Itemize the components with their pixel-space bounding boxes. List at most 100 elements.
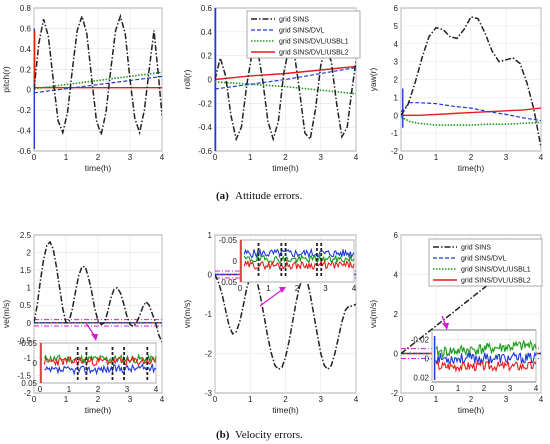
- vn-inset-ytick-label: -0.05: [219, 236, 238, 245]
- ve-inset-series-usbl2: [43, 355, 157, 368]
- pitch-series-sins: [34, 13, 162, 138]
- roll-xtick-label: 0: [213, 153, 218, 162]
- vu-ytick-label: 2: [394, 310, 399, 319]
- yaw-xtick-label: 2: [469, 153, 474, 162]
- caption-b-text: Velocity errors.: [235, 429, 303, 441]
- yaw-xtick-label: 3: [504, 153, 509, 162]
- roll-xtick-label: 4: [354, 153, 359, 162]
- vu-ylabel: vu(m/s): [368, 300, 378, 329]
- ve-ytick-label: 0.5: [20, 301, 32, 310]
- vu-ytick-label: 6: [394, 231, 399, 240]
- ve-xtick-label: 0: [32, 395, 37, 404]
- vu-inset-series-usbl2: [435, 359, 537, 373]
- caption-a-text: Attitude errors.: [235, 190, 302, 202]
- roll-series-sins: [215, 43, 356, 142]
- vu-xlabel: time(h): [458, 405, 485, 415]
- ve-series-sins: [34, 240, 162, 343]
- vn-xtick-label: 4: [354, 395, 359, 404]
- yaw-series-usbl2: [401, 107, 541, 117]
- ve-ytick-label: -2: [24, 389, 32, 398]
- vu-inset-xtick-label: 2: [482, 384, 487, 393]
- pitch-ytick-label: 0: [27, 86, 32, 95]
- vu-xtick-label: 4: [539, 395, 544, 404]
- pitch-ytick-label: -0.4: [17, 127, 31, 136]
- roll-xlabel: time(h): [272, 163, 299, 173]
- vn-inset-xtick-label: 4: [352, 284, 357, 293]
- pitch-xtick-label: 0: [32, 153, 37, 162]
- ve-inset-xtick-label: 4: [154, 385, 159, 394]
- ve-inset-ytick-label: -0.05: [19, 339, 38, 348]
- yaw-series-sins: [401, 16, 541, 148]
- vn-inset-series-usbl1: [243, 253, 355, 265]
- vn-inset-xtick-label: 1: [266, 284, 271, 293]
- vn-ytick-label: 0: [208, 271, 213, 280]
- pitch-series-dvl: [34, 75, 162, 94]
- vn-zoom-arrowhead: [279, 287, 286, 293]
- yaw-ytick-label: 6: [394, 4, 399, 13]
- yaw-ytick-label: 4: [394, 40, 399, 49]
- vu-inset-xtick-label: 1: [456, 384, 461, 393]
- roll-legend-label-usbl2: grid SINS/DVL/USBL2: [279, 50, 349, 57]
- ve-xtick-label: 4: [160, 395, 165, 404]
- ve-inset-series-dvl: [44, 363, 157, 377]
- pitch-ytick-label: 0.2: [20, 65, 32, 74]
- yaw-xlabel: time(h): [458, 163, 485, 173]
- vn-inset-series-usbl2: [243, 259, 355, 271]
- vu-legend-label-usbl2: grid SINS/DVL/USBL2: [461, 278, 531, 285]
- pitch-xlabel: time(h): [85, 163, 112, 173]
- ve-xtick-label: 3: [128, 395, 133, 404]
- roll-ytick-label: -0.2: [198, 99, 212, 108]
- roll-xtick-label: 2: [283, 153, 288, 162]
- vu-xtick-label: 0: [399, 395, 404, 404]
- panel-ve: 0 1 2 3 4 -2 -1.5 -1 -0.5 0 0.5 1 1.5 2 2.5 time(h) ve(m…: [1, 231, 165, 415]
- roll-ytick-label: 0.2: [201, 52, 213, 61]
- ve-ytick-label: -1: [24, 354, 32, 363]
- ve-inset-ytick-label: 0.05: [21, 379, 37, 388]
- roll-legend-label-usbl1: grid SINS/DVL/USBL1: [279, 39, 349, 46]
- yaw-series-usbl1: [401, 116, 541, 126]
- roll-ytick-label: -0.6: [198, 147, 212, 156]
- vu-xtick-label: 1: [434, 395, 439, 404]
- roll-legend-label-dvl: grid SINS/DVL: [279, 28, 325, 35]
- pitch-xtick-label: 2: [96, 153, 101, 162]
- vu-xtick-label: 2: [469, 395, 474, 404]
- yaw-xtick-label: 0: [399, 153, 404, 162]
- vn-inset-series-dvl: [243, 247, 355, 259]
- roll-legend-label-sins: grid SINS: [279, 17, 309, 24]
- caption-a-label: (a): [216, 190, 229, 202]
- roll-ylabel: roll(r): [182, 69, 192, 89]
- vu-inset-series-dvl: [435, 351, 537, 366]
- pitch-ytick-label: 0.4: [20, 45, 32, 54]
- ve-ytick-label: 1: [27, 284, 32, 293]
- ve-ytick-label: -0.5: [17, 336, 31, 345]
- vu-zoom-arrowhead: [442, 323, 449, 330]
- vn-xtick-label: 1: [248, 395, 253, 404]
- vu-inset-xtick-label: 4: [534, 384, 539, 393]
- vn-ytick-label: -1: [205, 310, 213, 319]
- roll-ytick-label: 0: [208, 76, 213, 85]
- panel-yaw: 0 1 2 3 4 -2 -1 0 1 2 3 4 5 6 time(h) yaw(r): [368, 4, 544, 173]
- vn-ytick-label: -2: [205, 350, 213, 359]
- roll-ytick-label: 0.4: [201, 28, 213, 37]
- vn-inset-xtick-label: 2: [295, 284, 300, 293]
- yaw-xtick-label: 4: [539, 153, 544, 162]
- yaw-ylabel: yaw(r): [368, 68, 378, 92]
- yaw-ytick-label: 1: [394, 93, 399, 102]
- pitch-xtick-label: 1: [64, 153, 69, 162]
- roll-xtick-label: 3: [319, 153, 324, 162]
- pitch-ytick-label: -0.6: [17, 147, 31, 156]
- vu-legend-label-dvl: grid SINS/DVL: [461, 256, 507, 263]
- pitch-ytick-label: 0.6: [20, 24, 32, 33]
- ve-inset-xtick-label: 0: [38, 385, 43, 394]
- ve-xtick-label: 2: [96, 395, 101, 404]
- vn-inset-ytick-label: 0: [233, 257, 238, 266]
- vn-xtick-label: 2: [283, 395, 288, 404]
- vu-inset-ytick-label: 0.02: [413, 373, 429, 382]
- vn-xlabel: time(h): [272, 405, 299, 415]
- pitch-xtick-label: 3: [128, 153, 133, 162]
